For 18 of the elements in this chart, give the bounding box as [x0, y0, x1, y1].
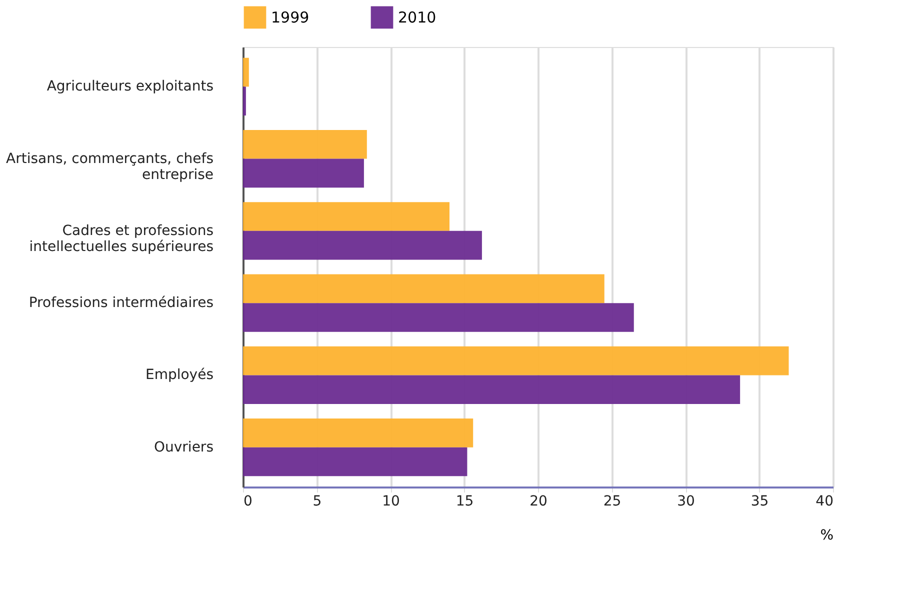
x-tick-label: 5: [312, 494, 322, 510]
y-tick-label: Artisans, commerçants, chefs entreprise: [6, 150, 214, 183]
x-tick-label: 15: [456, 494, 474, 510]
x-tick-label: 30: [677, 494, 695, 510]
x-tick-label: 40: [816, 494, 834, 510]
y-tick-label: Employés: [145, 367, 214, 384]
x-tick-label: 10: [382, 494, 400, 510]
x-tick-label: 25: [603, 494, 622, 510]
x-tick-label: 0: [244, 494, 252, 510]
x-tick-label: 20: [530, 494, 548, 510]
y-tick-label: Ouvriers: [154, 439, 214, 456]
legend-label: 1999: [271, 8, 310, 26]
legend-label: 2010: [398, 8, 436, 26]
y-tick-label: Professions intermédiaires: [28, 295, 214, 312]
y-tick-label: Agriculteurs exploitants: [46, 78, 214, 95]
x-axis-title: %: [820, 528, 834, 544]
y-tick-label: Cadres et professions intellectuelles supérieures: [29, 222, 214, 255]
x-tick-label: 35: [750, 494, 769, 510]
